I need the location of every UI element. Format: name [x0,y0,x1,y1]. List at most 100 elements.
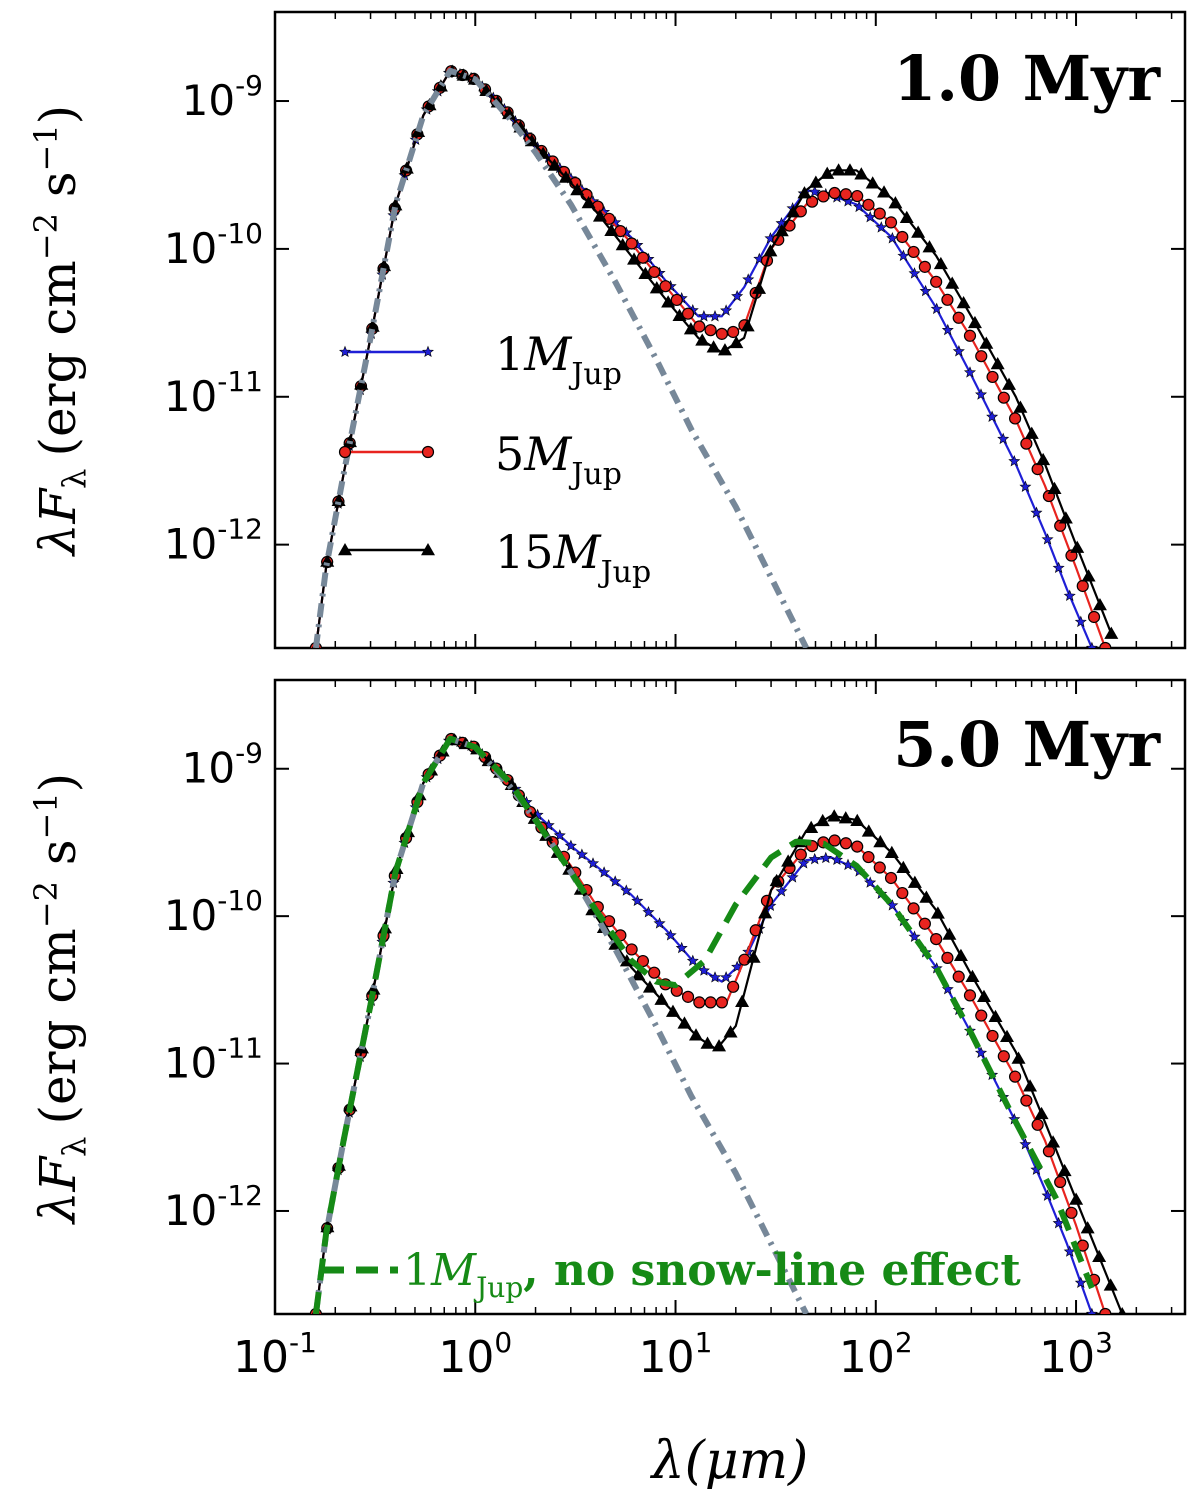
series-marker-m1 [908,267,921,279]
series-marker-m5 [1031,1118,1044,1131]
series-marker-m15 [661,295,676,308]
ylabel-main: λF [29,1155,87,1226]
series-marker-m15 [1024,426,1039,439]
ylabel-sub: λ [55,469,93,489]
series-marker-m1 [786,871,799,883]
series-marker-m15 [922,240,937,253]
series-marker-m5 [727,980,740,993]
legend-symbol: M [430,1245,477,1296]
series-marker-m15 [354,377,369,390]
series-marker-m1 [1063,589,1076,601]
series-marker-m15 [740,319,755,332]
series-marker-m1 [720,971,733,983]
series-marker-m5 [907,245,920,259]
panel-title: 1.0 Myr [893,42,1161,115]
series-line-star [312,735,809,1314]
series-marker-m1 [697,964,710,976]
legend-marker-dot [338,543,352,556]
series-marker-m15 [665,1004,680,1017]
series-marker-m15 [677,1016,692,1029]
series-marker-m15 [592,209,607,222]
series-marker-m5 [693,996,706,1009]
series-marker-m5 [884,871,898,885]
legend-mass: 15 [495,525,554,579]
series-marker-m15 [942,927,957,940]
series-marker-m1 [1074,615,1087,628]
x-tick-label: 100 [438,1326,512,1383]
series-marker-m5 [997,1050,1010,1063]
series-marker-m5 [896,230,909,244]
series-marker-m1 [930,302,943,315]
series-marker-m15 [752,281,767,294]
x-tick-base: 10 [233,1332,289,1383]
legend-nosnow: 1MJup, no snow-line effect [322,1245,1021,1304]
legend-mass: 1 [403,1245,431,1296]
series-marker-m1 [620,884,633,896]
ylabel-sub: λ [55,1137,93,1157]
y-tick-exp: -11 [217,365,263,398]
x-tick-label: 10-1 [233,1326,317,1383]
series-marker-m1 [797,857,810,869]
series-marker-m1 [1085,641,1098,648]
curve-group [309,64,1119,648]
x-tick-label: 103 [1039,1326,1113,1383]
series-marker-m5 [873,207,886,220]
y-tick-label: 10-10 [164,217,263,273]
legend-label-nosnow: 1MJup, no snow-line effect [403,1245,1021,1304]
series-marker-m1 [897,249,910,262]
series-marker-m5 [681,990,695,1003]
ylabel-exp2: −1 [27,124,65,171]
series-marker-m5 [873,861,886,874]
series-marker-m15 [933,256,948,270]
series-marker-m5 [975,350,988,363]
x-tick-exp: 0 [494,1326,512,1359]
series-marker-m15 [706,340,721,353]
legend-subscript: Jup [598,555,652,590]
series-marker-m15 [831,163,846,176]
legend-symbol: M [553,525,603,579]
series-marker-m5 [862,198,875,211]
series-marker-m15 [769,873,784,887]
series-marker-m15 [1034,1106,1049,1120]
series-marker-m15 [377,258,392,272]
series-marker-m15 [723,1025,738,1038]
series-marker-m15 [1000,1029,1015,1042]
legend-marker-15mjup [338,543,435,556]
series-marker-m15 [502,106,517,120]
series-marker-m15 [850,813,865,826]
series-marker-m1 [830,853,843,866]
series-marker-m1 [864,876,877,888]
x-tick-exp: 3 [1095,1326,1113,1359]
series-marker-m1 [609,875,622,887]
series-marker-m5 [1065,1206,1078,1219]
series-marker-m5 [1099,1307,1112,1314]
series-marker-m15 [558,170,573,183]
series-line-nosnow [312,735,1095,1314]
y-axis-label-top: λFλ (erg cm−2 s−1) [27,105,93,557]
ylabel-exp1: −2 [27,213,65,260]
ylabel-units: (erg cm [29,260,87,456]
series-marker-m15 [988,1009,1003,1022]
series-marker-m1 [697,309,710,322]
y-tick-exp: -9 [235,69,263,102]
series-marker-m5 [693,320,706,333]
series-marker-m15 [1013,400,1028,413]
series-marker-m15 [688,1028,703,1041]
series-marker-m5 [704,324,717,337]
ylabel-close: ) [29,773,87,793]
series-marker-m1 [675,941,688,954]
series-marker-m15 [1002,377,1017,390]
series-marker-m15 [763,244,778,257]
series-marker-m1 [720,304,733,316]
series-marker-m15 [1080,1221,1095,1234]
series-marker-m5 [963,989,977,1002]
series-marker-m15 [758,906,773,919]
series-marker-m5 [648,265,661,279]
legend-marker-dot [339,345,351,358]
series-marker-m1 [908,930,921,942]
y-tick-base: 10 [164,372,217,421]
series-marker-m15 [320,554,335,567]
series-marker-m5 [715,327,728,340]
series-marker-m5 [839,837,853,850]
